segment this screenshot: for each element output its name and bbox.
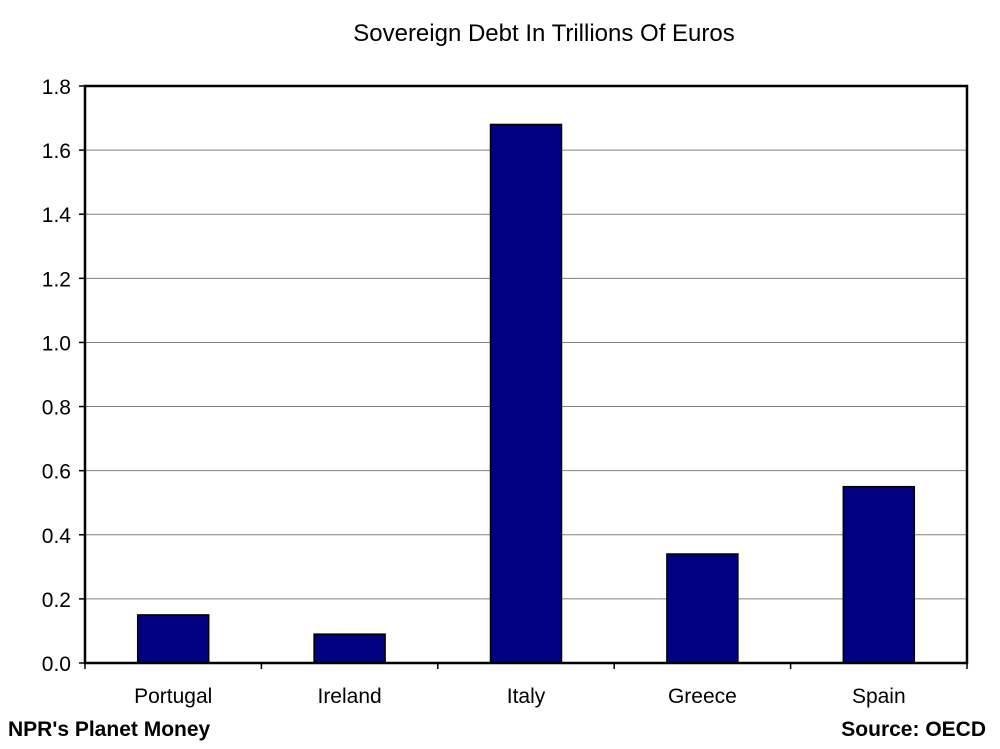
y-tick-label: 0.8 xyxy=(42,397,71,420)
x-tick-label: Spain xyxy=(852,685,906,708)
bar-ireland xyxy=(313,633,386,664)
footer-credit: NPR's Planet Money xyxy=(8,718,211,741)
y-tick-label: 0.2 xyxy=(42,589,71,612)
plot-frame xyxy=(83,84,969,665)
x-tick-label: Greece xyxy=(668,685,737,708)
axes: 0.0 0.2 0.4 0.6 0.8 1.0 1.2 1.4 1.6 1.8 Portugal Ir… xyxy=(42,76,969,708)
y-tick-label: 1.6 xyxy=(42,140,71,163)
bar-italy xyxy=(489,123,563,664)
footer-source: Source: OECD xyxy=(841,718,986,741)
bar-spain xyxy=(842,485,916,664)
bar-greece xyxy=(666,553,739,664)
x-tick-label: Italy xyxy=(507,685,546,708)
y-tick-label: 0.0 xyxy=(42,653,71,676)
y-tick-label: 1.0 xyxy=(42,332,71,355)
x-tick-label: Portugal xyxy=(134,685,212,708)
y-tick-label: 1.2 xyxy=(42,268,71,291)
y-tick-label: 0.4 xyxy=(42,525,72,548)
y-tick-label: 1.8 xyxy=(42,76,71,99)
chart-title: Sovereign Debt In Trillions Of Euros xyxy=(353,20,735,47)
y-tick-label: 1.4 xyxy=(42,204,72,227)
x-tick-label: Ireland xyxy=(317,685,381,708)
bar-portugal xyxy=(136,614,210,664)
bars xyxy=(136,123,916,664)
y-tick-label: 0.6 xyxy=(42,461,71,484)
